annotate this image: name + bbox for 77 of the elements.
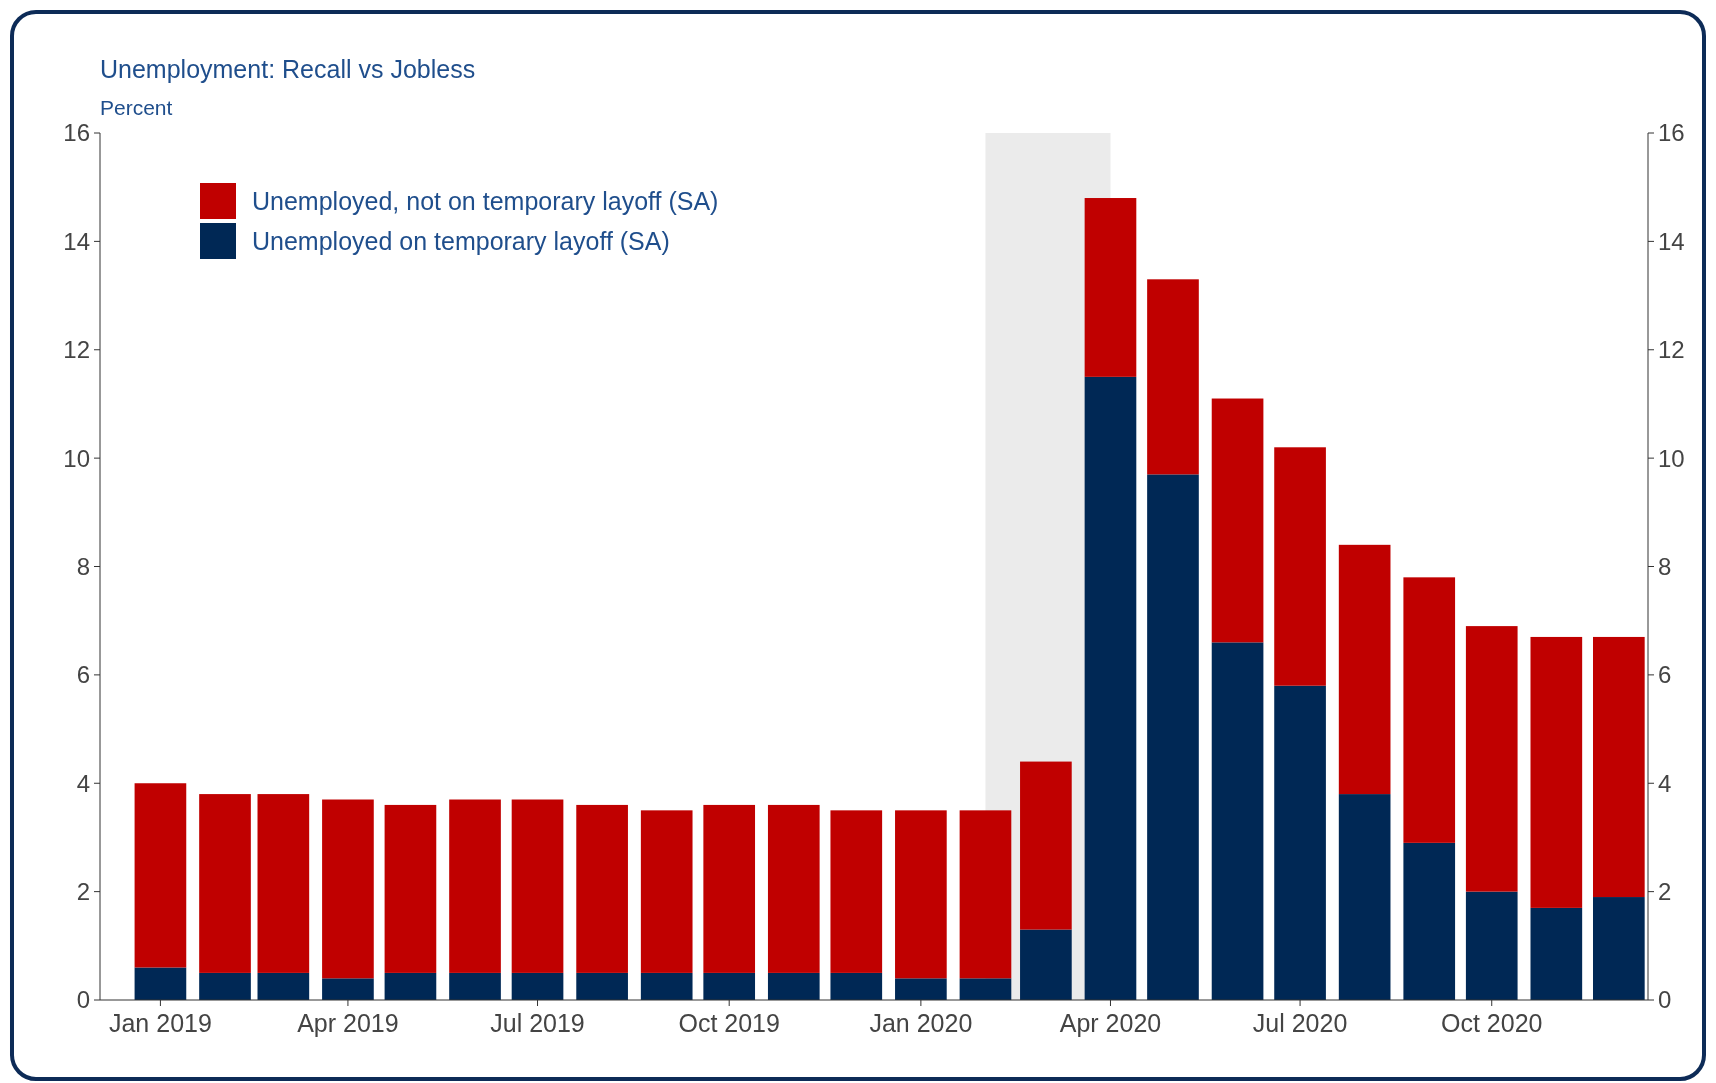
bar	[576, 972, 628, 1000]
bar	[1465, 891, 1518, 1000]
bar	[511, 972, 564, 1000]
bar	[1338, 544, 1391, 795]
bar	[1147, 279, 1199, 475]
y-tick-label: 14	[63, 227, 90, 255]
bar	[1338, 794, 1391, 1000]
bar	[199, 972, 251, 1000]
bar	[257, 794, 310, 973]
bar	[703, 804, 756, 973]
bar	[511, 799, 564, 973]
y2-tick-label: 10	[1658, 444, 1685, 472]
x-tick-label: Jan 2020	[869, 1009, 973, 1037]
x-tick-label: Oct 2019	[678, 1009, 780, 1037]
legend-label: Unemployed, not on temporary layoff (SA)	[252, 186, 719, 215]
y2-tick-label: 6	[1658, 661, 1672, 689]
chart-title: Unemployment: Recall vs Jobless	[100, 55, 476, 83]
bar	[959, 978, 1012, 1000]
y-tick-label: 2	[76, 878, 90, 906]
bar	[1020, 929, 1072, 1000]
x-tick-label: Oct 2020	[1441, 1009, 1543, 1037]
bar	[703, 972, 756, 1000]
bar	[1530, 636, 1583, 908]
bar	[895, 978, 947, 1000]
bar	[1084, 198, 1137, 377]
bar	[384, 804, 437, 973]
bar	[1593, 897, 1645, 1000]
bar	[199, 794, 251, 973]
bar	[1274, 685, 1326, 1000]
y2-tick-label: 12	[1658, 336, 1685, 364]
y-tick-label: 4	[76, 769, 90, 797]
bar	[322, 978, 374, 1000]
chart-subtitle: Percent	[100, 96, 173, 119]
y2-tick-label: 16	[1658, 119, 1685, 147]
bar	[1465, 626, 1518, 892]
x-tick-label: Apr 2020	[1059, 1009, 1162, 1037]
y2-tick-label: 14	[1658, 227, 1685, 255]
y-tick-label: 6	[76, 661, 90, 689]
bar	[1020, 761, 1072, 930]
y2-tick-label: 8	[1658, 552, 1672, 580]
bar	[1593, 636, 1645, 898]
y-tick-label: 8	[76, 552, 90, 580]
legend-label: Unemployed on temporary layoff (SA)	[252, 226, 670, 255]
bar	[134, 967, 187, 1000]
bar	[384, 972, 437, 1000]
bar	[767, 804, 820, 973]
bar	[134, 783, 187, 968]
x-tick-label: Jul 2020	[1252, 1009, 1348, 1037]
bar	[1530, 907, 1583, 1000]
bar	[767, 972, 820, 1000]
bar	[449, 972, 501, 1000]
bar	[640, 972, 693, 1000]
bar	[576, 804, 628, 973]
bar	[1211, 398, 1264, 643]
bar	[257, 972, 310, 1000]
x-tick-label: Jan 2019	[108, 1009, 212, 1037]
bar	[1403, 842, 1456, 1000]
x-tick-label: Apr 2019	[297, 1009, 399, 1037]
x-tick-label: Jul 2019	[490, 1009, 585, 1037]
bar	[640, 810, 693, 973]
y-tick-label: 0	[76, 986, 90, 1014]
y-tick-label: 10	[63, 444, 90, 472]
y2-tick-label: 2	[1658, 878, 1672, 906]
y2-tick-label: 0	[1658, 986, 1672, 1014]
bar	[1274, 447, 1326, 686]
bar	[1211, 642, 1264, 1000]
bar	[830, 972, 883, 1000]
bar	[1403, 577, 1456, 843]
bar	[895, 810, 947, 979]
bar	[1147, 474, 1199, 1000]
bar	[959, 810, 1012, 979]
y-tick-label: 12	[63, 336, 90, 364]
bar	[830, 810, 883, 973]
bar	[449, 799, 501, 973]
y-tick-label: 16	[63, 119, 90, 147]
y2-tick-label: 4	[1658, 769, 1672, 797]
bar	[322, 799, 374, 979]
